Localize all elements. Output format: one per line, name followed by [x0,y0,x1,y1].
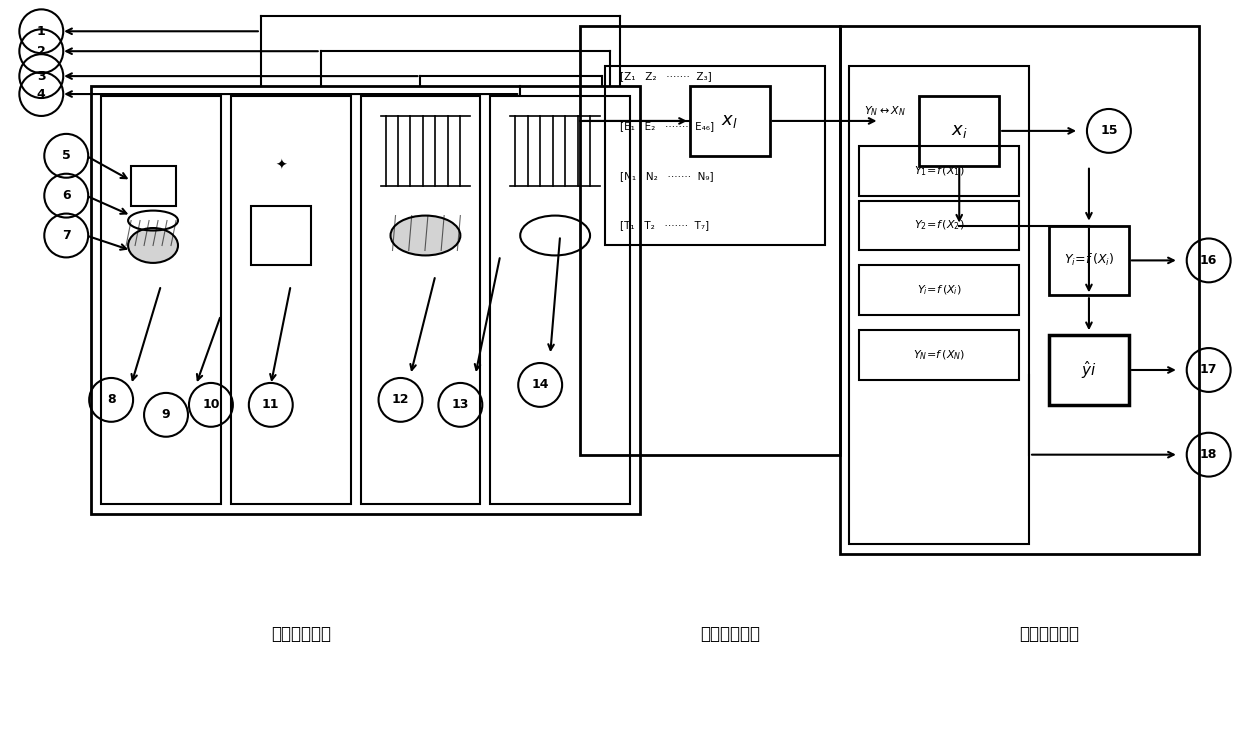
Text: 8: 8 [107,393,115,406]
Text: $\hat{y}i$: $\hat{y}i$ [1081,359,1096,381]
Ellipse shape [391,215,460,256]
Text: $Y_N\leftrightarrow X_N$: $Y_N\leftrightarrow X_N$ [864,104,906,118]
Text: [E₁   E₂   ·······  E₄₆]: [E₁ E₂ ······· E₄₆] [620,121,714,131]
Text: 数据融合系统: 数据融合系统 [699,625,760,643]
Text: 4: 4 [37,87,46,101]
Text: 3: 3 [37,70,46,82]
Text: $Y_1\!=\!f\,(X_1)$: $Y_1\!=\!f\,(X_1)$ [914,164,965,178]
Text: 数据采集系统: 数据采集系统 [270,625,331,643]
Ellipse shape [128,228,179,263]
Text: $Y_i\!=\!f\,(X_i)$: $Y_i\!=\!f\,(X_i)$ [1064,252,1114,268]
Text: 12: 12 [392,393,409,406]
Text: 13: 13 [451,398,469,412]
Text: 7: 7 [62,229,71,242]
Text: 17: 17 [1200,364,1218,376]
Text: ✦: ✦ [275,159,286,173]
Text: 16: 16 [1200,254,1218,267]
Text: $Y_N\!=\!f\,(X_N)$: $Y_N\!=\!f\,(X_N)$ [913,348,966,362]
Text: $x_l$: $x_l$ [722,112,738,130]
Text: 9: 9 [161,409,170,421]
Text: [Z₁   Z₂   ·······  Z₃]: [Z₁ Z₂ ······· Z₃] [620,71,712,81]
Text: $Y_i\!=\!f\,(X_i)$: $Y_i\!=\!f\,(X_i)$ [916,284,962,297]
Text: [N₁   N₂   ·······  N₉]: [N₁ N₂ ······· N₉] [620,171,714,181]
Text: 1: 1 [37,25,46,37]
Text: 15: 15 [1100,124,1117,137]
Text: 2: 2 [37,45,46,58]
Text: 5: 5 [62,149,71,162]
Text: $Y_2\!=\!f\,(X_2)$: $Y_2\!=\!f\,(X_2)$ [914,219,965,232]
Text: 模式识别系统: 模式识别系统 [1019,625,1079,643]
Text: 6: 6 [62,189,71,202]
Text: 11: 11 [262,398,279,412]
Text: 14: 14 [532,379,549,392]
Text: $x_i$: $x_i$ [951,122,967,140]
Text: 10: 10 [202,398,219,412]
Text: 18: 18 [1200,448,1218,461]
Text: [T₁   T₂   ·······  T₇]: [T₁ T₂ ······· T₇] [620,220,709,231]
